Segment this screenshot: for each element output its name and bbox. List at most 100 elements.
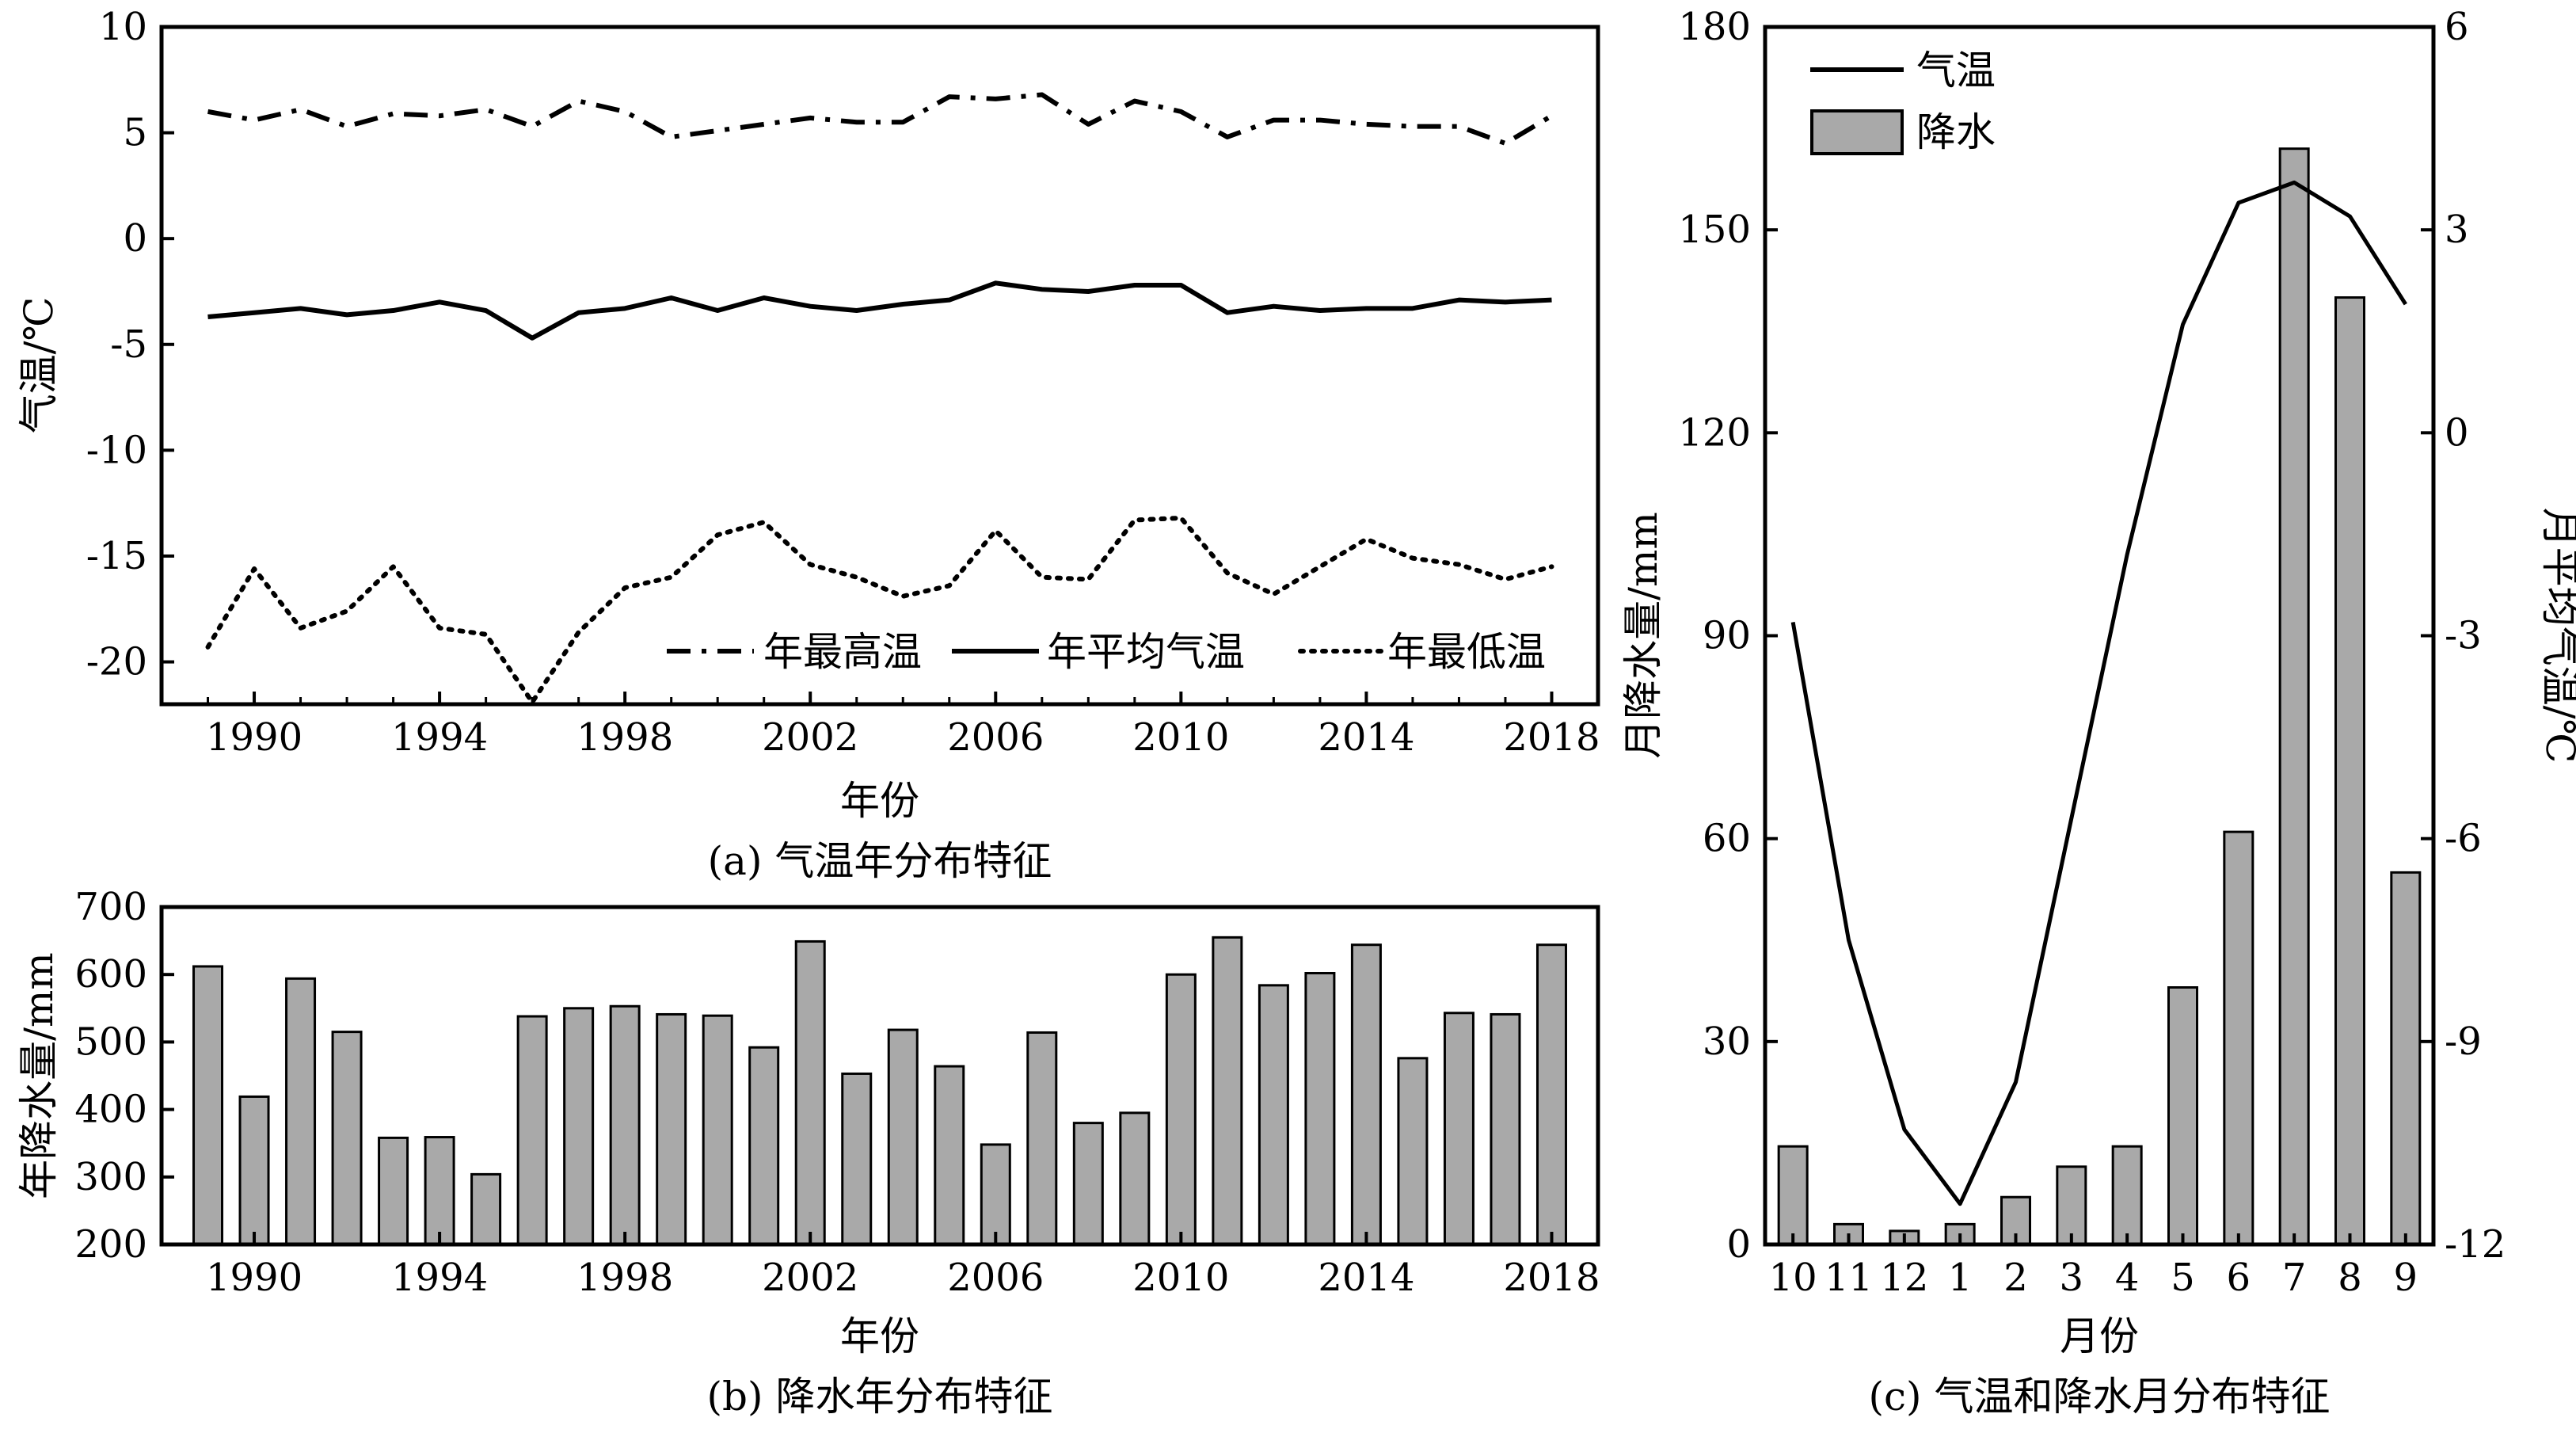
c-xtick-label: 6 (2227, 1256, 2251, 1300)
b-xtick-label: 2018 (1503, 1256, 1600, 1300)
c-xtick-label: 8 (2338, 1256, 2362, 1300)
b-bar (563, 1007, 595, 1246)
b-bar (887, 1028, 919, 1246)
a-series-line-1 (207, 280, 1552, 341)
panel-a-legend: 年最高温 年平均气温 年最低温 (667, 629, 1546, 675)
b-xtick-label: 2010 (1132, 1256, 1229, 1300)
a-series-line-2 (205, 515, 1554, 705)
b-ytick-label: 200 (74, 1222, 147, 1267)
c-xtick-label: 4 (2115, 1256, 2140, 1300)
a-xtick-label: 1990 (206, 715, 302, 760)
b-bar (1397, 1057, 1429, 1246)
panel-c-bars (1777, 147, 2422, 1246)
panel-c-caption: (c) 气温和降水月分布特征 (1869, 1374, 2331, 1420)
b-xtick-label: 2014 (1318, 1256, 1414, 1300)
c-ytick-right-label: -9 (2445, 1019, 2482, 1064)
b-ytick-label: 400 (74, 1088, 147, 1132)
panel-a-caption: (a) 气温年分布特征 (708, 838, 1052, 884)
a-xtick-label: 1998 (576, 715, 673, 760)
c-ytick-right-label: 3 (2445, 208, 2469, 252)
panel-c-ylabel-right: 月平均气温/℃ (2537, 508, 2576, 764)
b-ytick-label: 600 (74, 952, 147, 997)
legend-temp-label: 气温 (1916, 48, 1996, 93)
b-bar (934, 1065, 965, 1246)
c-ytick-left-label: 150 (1678, 208, 1751, 252)
a-xtick-label: 2002 (762, 715, 858, 760)
panel-a-xlabel: 年份 (840, 778, 919, 824)
a-ytick-label: 10 (99, 5, 147, 49)
b-ytick-label: 300 (74, 1155, 147, 1199)
b-bar (1535, 943, 1567, 1246)
c-xtick-label: 3 (2060, 1256, 2084, 1300)
b-bar (331, 1031, 363, 1246)
a-xtick-label: 2014 (1318, 715, 1414, 760)
panel-a-ylabel: 气温/℃ (16, 297, 62, 434)
b-bar (794, 939, 826, 1246)
c-ytick-left-label: 180 (1678, 5, 1751, 49)
c-xtick-label: 11 (1825, 1256, 1873, 1300)
b-bar (1258, 984, 1289, 1246)
a-series-line-0 (207, 92, 1554, 146)
b-xtick-label: 1990 (206, 1256, 302, 1300)
panel-c-ylabel-left: 月降水量/mm (1620, 512, 1666, 759)
b-bar (238, 1095, 270, 1246)
b-bar (1490, 1012, 1521, 1246)
c-bar (2056, 1165, 2087, 1246)
b-bar (1026, 1031, 1058, 1246)
c-bar (2111, 1145, 2143, 1246)
b-bar (378, 1136, 409, 1246)
b-bar (748, 1046, 780, 1246)
panel-b-axes: 700 600 500 400 300 200 1990 1994 1998 2002 2006 20… (74, 885, 1600, 1300)
b-xtick-label: 2006 (947, 1256, 1044, 1300)
panel-a-temperature-annual: 10 5 0 -5 -10 -15 -20 1990 1994 1998 2002 2006 2010 2… (16, 5, 1600, 884)
c-ytick-right-label: 6 (2445, 5, 2469, 49)
panel-b-frame (159, 905, 1600, 1247)
b-bar (424, 1136, 455, 1246)
b-bar (285, 977, 317, 1246)
c-bar (2390, 871, 2422, 1246)
a-xtick-label: 2010 (1132, 715, 1229, 760)
c-xtick-label: 12 (1880, 1256, 1928, 1300)
c-ytick-right-label: -12 (2445, 1222, 2506, 1267)
b-xtick-label: 1994 (391, 1256, 488, 1300)
panel-c-legend: 气温 降水 (1810, 48, 1996, 155)
panel-b-caption: (b) 降水年分布特征 (707, 1374, 1053, 1420)
legend-precip-swatch (1810, 109, 1904, 155)
panel-c-xlabel: 月份 (2060, 1313, 2139, 1359)
panel-b-xlabel: 年份 (840, 1313, 919, 1359)
c-ytick-left-label: 60 (1703, 817, 1751, 861)
panel-a-axes: 10 5 0 -5 -10 -15 -20 1990 1994 1998 2002 2006 2010 2… (86, 5, 1600, 760)
b-bar (1212, 936, 1243, 1246)
b-bar (1072, 1122, 1104, 1246)
a-ytick-label: 5 (123, 111, 147, 155)
b-bar (470, 1172, 502, 1246)
c-ytick-right-label: -3 (2445, 614, 2482, 658)
a-xtick-label: 2018 (1503, 715, 1600, 760)
b-bar (516, 1015, 548, 1246)
b-bar (1443, 1012, 1474, 1246)
b-bar (1304, 971, 1336, 1246)
c-ytick-right-label: -6 (2445, 817, 2482, 861)
c-xtick-label: 7 (2282, 1256, 2307, 1300)
a-ytick-label: -20 (86, 640, 147, 684)
c-ytick-left-label: 30 (1703, 1019, 1751, 1064)
c-temp-line (1790, 180, 2407, 1206)
legend-min-label: 年最低温 (1387, 629, 1546, 675)
a-xtick-label: 2006 (947, 715, 1044, 760)
panel-a-frame (159, 25, 1600, 707)
c-bar (2167, 986, 2198, 1246)
c-bar (2223, 830, 2254, 1246)
a-ytick-label: -15 (86, 534, 147, 578)
b-ytick-label: 700 (74, 885, 147, 929)
panel-b-ylabel: 年降水量/mm (16, 952, 62, 1199)
panel-c-temperature-line (1790, 180, 2407, 1206)
panel-b-precipitation-annual: 700 600 500 400 300 200 1990 1994 1998 2002 2006 20… (16, 885, 1600, 1420)
c-xtick-label: 10 (1769, 1256, 1817, 1300)
c-ytick-left-label: 0 (1726, 1222, 1751, 1267)
b-bar (1165, 973, 1197, 1246)
c-ytick-left-label: 120 (1678, 410, 1751, 455)
a-ytick-label: -5 (110, 322, 147, 367)
b-bar (841, 1072, 873, 1246)
